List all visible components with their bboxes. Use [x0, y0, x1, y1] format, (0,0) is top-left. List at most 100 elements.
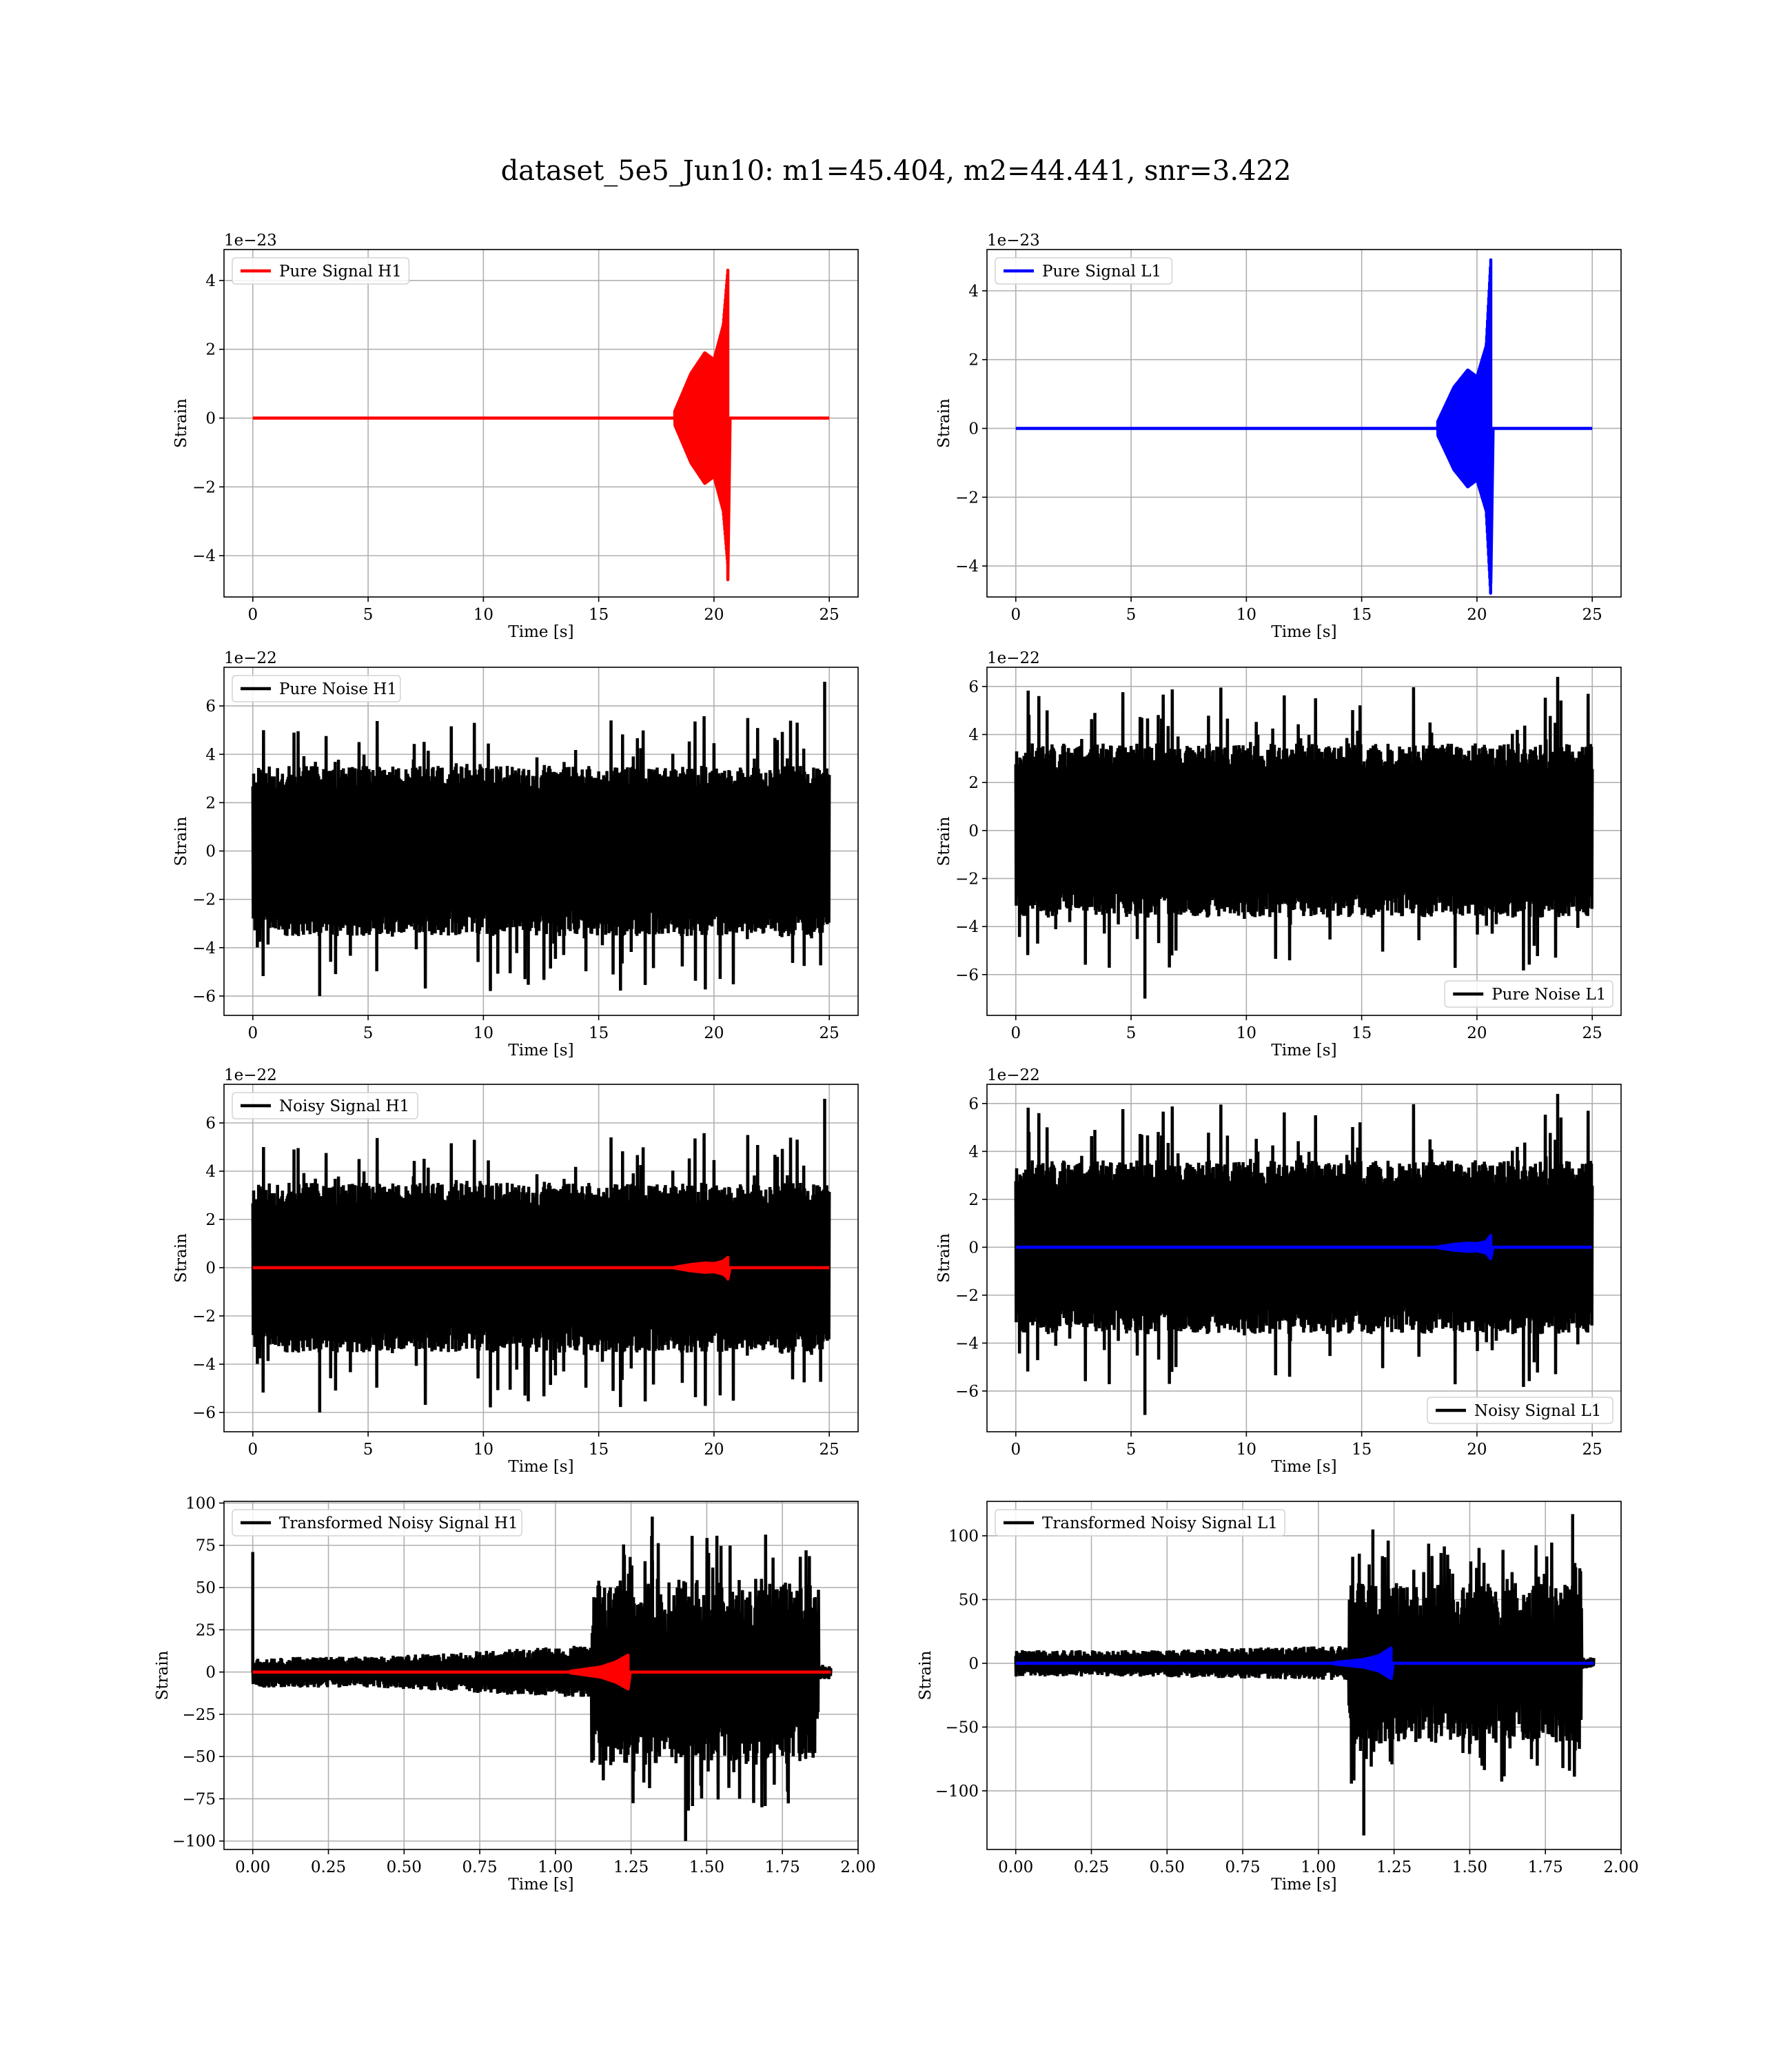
x-tick-label: 0.75 — [462, 1858, 497, 1876]
x-tick-label: 20 — [1467, 1441, 1487, 1459]
offset-text: 1e−22 — [987, 649, 1040, 667]
y-tick-label: −50 — [182, 1748, 216, 1766]
legend-entry: Noisy Signal H1 — [279, 1097, 409, 1115]
series-line — [251, 682, 831, 996]
y-tick-label: 0 — [205, 843, 216, 861]
x-tick-label: 5 — [1126, 606, 1137, 624]
y-tick-label: −4 — [192, 940, 216, 957]
x-tick-label: 5 — [1126, 1024, 1137, 1042]
y-tick-label: 0 — [968, 1239, 979, 1257]
y-tick-label: −2 — [955, 489, 979, 507]
y-tick-label: 2 — [968, 774, 979, 792]
x-tick-label: 15 — [589, 1024, 609, 1042]
y-tick-label: −4 — [192, 547, 216, 565]
y-tick-label: 0 — [205, 1259, 216, 1277]
x-axis-label: Time [s] — [508, 1458, 573, 1476]
plot-frame — [223, 1501, 859, 1850]
legend: Transformed Noisy Signal L1 — [995, 1509, 1285, 1537]
legend-entry: Pure Signal L1 — [1042, 263, 1161, 281]
y-axis-label: Strain — [935, 1233, 953, 1283]
legend: Transformed Noisy Signal H1 — [232, 1509, 522, 1537]
x-tick-label: 0.50 — [1150, 1858, 1185, 1876]
x-axis-label: Time [s] — [1271, 1458, 1336, 1476]
y-tick-label: −6 — [192, 1404, 216, 1422]
legend-box — [232, 1509, 522, 1537]
legend-entry: Noisy Signal L1 — [1474, 1402, 1601, 1420]
x-tick-label: 1.50 — [689, 1858, 724, 1876]
x-tick-label: 15 — [589, 1441, 609, 1459]
x-tick-label: 0 — [247, 1024, 258, 1042]
legend: Pure Noise H1 — [232, 675, 401, 702]
y-tick-label: −75 — [182, 1790, 216, 1808]
x-tick-label: 0.50 — [387, 1858, 422, 1876]
y-tick-label: −2 — [192, 1308, 216, 1326]
chart-panel-noisy-signal-h1: 0 5 10 15 20 25 −6 −4 −2 0 2 4 6 1e−22 Time [s] Strain N… — [172, 1066, 859, 1476]
x-axis-label: Time [s] — [508, 623, 573, 641]
y-tick-label: −2 — [192, 478, 216, 496]
offset-text: 1e−23 — [987, 232, 1040, 250]
legend-box — [1444, 980, 1613, 1008]
y-tick-label: 2 — [205, 1211, 216, 1229]
y-tick-label: −100 — [935, 1783, 979, 1801]
series-line — [1015, 258, 1593, 595]
x-tick-label: 25 — [819, 606, 839, 624]
y-tick-label: 4 — [968, 727, 979, 744]
y-tick-label: 50 — [959, 1591, 979, 1609]
chart-panel-transformed-noisy-signal-l1: 0.00 0.25 0.50 0.75 1.00 1.25 1.50 1.75 2.00 −100… — [917, 1501, 1639, 1894]
x-tick-label: 1.25 — [613, 1858, 649, 1876]
x-tick-label: 1.75 — [1528, 1858, 1563, 1876]
x-tick-label: 15 — [1352, 1441, 1372, 1459]
x-tick-label: 20 — [1467, 1024, 1487, 1042]
y-tick-label: 4 — [205, 746, 216, 764]
plot-frame — [986, 1084, 1622, 1432]
x-tick-label: 10 — [474, 1024, 493, 1042]
chart-panel-pure-noise-l1: 0 5 10 15 20 25 −6 −4 −2 0 2 4 6 1e−22 Time [s] Strain P… — [935, 649, 1622, 1060]
x-tick-label: 10 — [1236, 606, 1256, 624]
series-line — [251, 1517, 833, 1841]
x-tick-label: 10 — [474, 606, 493, 624]
legend: Noisy Signal H1 — [232, 1092, 418, 1119]
x-tick-label: 1.00 — [538, 1858, 573, 1876]
y-axis-label: Strain — [172, 398, 190, 448]
legend-box — [232, 675, 401, 702]
x-tick-label: 0.25 — [1074, 1858, 1109, 1876]
y-tick-label: −6 — [955, 966, 979, 984]
x-tick-label: 0.00 — [998, 1858, 1033, 1876]
offset-text: 1e−23 — [224, 232, 277, 250]
y-tick-label: 4 — [205, 1163, 216, 1181]
series-line — [1014, 1514, 1596, 1836]
x-tick-label: 25 — [1582, 1441, 1602, 1459]
x-tick-label: 25 — [1582, 606, 1602, 624]
y-tick-label: 0 — [968, 420, 979, 438]
chart-panel-pure-signal-h1: 0 5 10 15 20 25 −4 −2 0 2 4 1e−23 Time [s] Strain Pure… — [172, 232, 859, 641]
series-line — [1015, 1234, 1593, 1261]
y-axis-label: Strain — [935, 398, 953, 448]
plot-frame — [986, 249, 1622, 598]
y-tick-label: −4 — [955, 1335, 979, 1352]
y-axis-label: Strain — [917, 1650, 935, 1700]
y-tick-label: −4 — [955, 918, 979, 936]
y-tick-label: 2 — [205, 794, 216, 812]
legend: Pure Signal L1 — [995, 257, 1173, 285]
legend: Pure Signal H1 — [232, 257, 410, 285]
y-tick-label: −50 — [945, 1719, 979, 1736]
x-tick-label: 20 — [704, 606, 724, 624]
y-axis-label: Strain — [172, 816, 190, 866]
y-tick-label: 50 — [196, 1579, 216, 1597]
legend-entry: Transformed Noisy Signal L1 — [1042, 1514, 1278, 1532]
chart-panel-transformed-noisy-signal-h1: 0.00 0.25 0.50 0.75 1.00 1.25 1.50 1.75 2.00 −100… — [154, 1494, 876, 1894]
y-tick-label: −2 — [955, 870, 979, 888]
legend-box — [1427, 1397, 1613, 1424]
x-tick-label: 5 — [363, 606, 374, 624]
series-line — [251, 1099, 831, 1412]
y-tick-label: 100 — [948, 1528, 979, 1545]
x-tick-label: 20 — [704, 1441, 724, 1459]
chart-panel-pure-signal-l1: 0 5 10 15 20 25 −4 −2 0 2 4 1e−23 Time [s] Strain Pure… — [935, 232, 1622, 641]
legend-box — [232, 1092, 418, 1119]
y-tick-label: −25 — [182, 1706, 216, 1724]
x-axis-label: Time [s] — [1271, 1876, 1336, 1894]
y-tick-label: 4 — [968, 1143, 979, 1161]
x-tick-label: 25 — [819, 1024, 839, 1042]
y-tick-label: −6 — [955, 1383, 979, 1401]
plot-frame — [223, 1084, 859, 1432]
